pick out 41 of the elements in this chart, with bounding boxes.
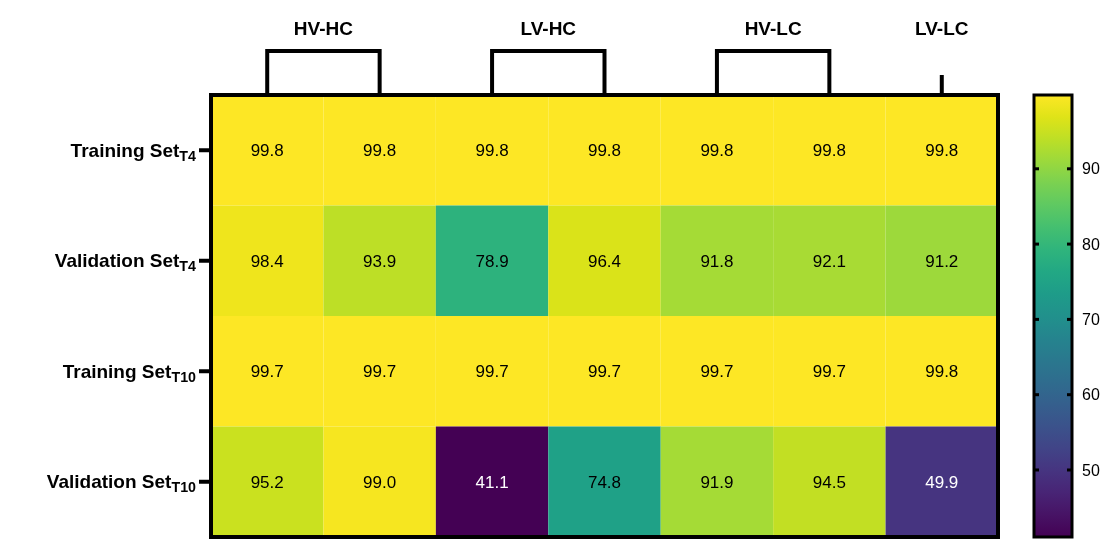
data-label: 99.7 (475, 362, 509, 382)
data-label: 99.8 (363, 141, 397, 161)
y-tick-label: Training Set$_{T10}$ (62, 360, 197, 386)
data-label: 99.8 (475, 141, 509, 161)
text: HV-LC (744, 18, 802, 39)
data-label: 99.7 (587, 362, 622, 382)
y-tick-label: Training Set$_{T4}$ (70, 139, 197, 165)
data-label: 99.7 (812, 362, 846, 382)
data-label: 99.8 (587, 141, 622, 161)
color-bar-label: 90 (1082, 160, 1100, 178)
data-label: 99.8 (925, 141, 959, 161)
data-label: 41.1 (475, 472, 509, 492)
data-label: 99.7 (700, 362, 734, 382)
data-label: 99.0 (363, 472, 397, 492)
text: LV-LC (915, 18, 969, 39)
data-label: 99.8 (812, 141, 846, 161)
data-label: 78.9 (475, 251, 509, 271)
data-label: 98.4 (250, 251, 284, 271)
data-label: 99.7 (250, 362, 284, 382)
data-label: 95.2 (250, 472, 284, 492)
data-label: 91.2 (925, 251, 959, 271)
y-tick-label: Validation Set$_{T10}$ (46, 471, 197, 496)
color-bar-label: 50 (1082, 461, 1100, 479)
color-bar-label: 60 (1082, 386, 1100, 404)
data-label: 96.4 (587, 251, 622, 271)
data-label: 99.8 (250, 141, 284, 161)
text: LV-HC (520, 18, 577, 39)
data-label: 49.9 (925, 472, 959, 492)
data-label: 74.8 (587, 472, 622, 492)
data-label: 92.1 (812, 251, 846, 271)
data-label: 94.5 (812, 472, 846, 492)
data-label: 91.8 (700, 251, 734, 271)
color-bar-label: 80 (1082, 235, 1100, 253)
data-label: 99.8 (925, 362, 959, 382)
data-label: 99.8 (700, 141, 734, 161)
text: HV-HC (293, 18, 354, 39)
data-label: 99.7 (363, 362, 397, 382)
data-label: 93.9 (363, 251, 397, 271)
y-tick-label: Validation Set$_{T4}$ (54, 250, 197, 275)
color-bar-label: 70 (1082, 310, 1100, 328)
data-label: 91.9 (700, 472, 734, 492)
